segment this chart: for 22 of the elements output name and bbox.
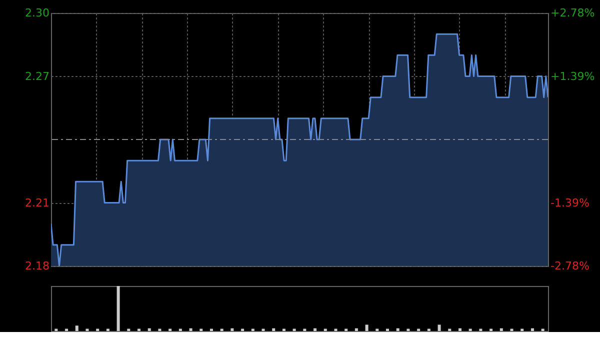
bar [438, 324, 441, 331]
y2-tick-label: -2.78% [550, 260, 590, 272]
y2-tick-label: +1.39% [550, 70, 595, 83]
bar [116, 286, 120, 331]
bar [189, 328, 192, 331]
bar [354, 328, 358, 331]
y2-tick-label: +2.78% [550, 6, 595, 20]
bar [530, 328, 534, 331]
bar [272, 328, 276, 331]
bar [230, 328, 234, 331]
y2-tick-label: -1.39% [550, 196, 590, 210]
bar [314, 328, 317, 331]
bar [396, 328, 400, 331]
bar [500, 328, 503, 331]
bar [458, 328, 462, 331]
y-tick-label: 2.27 [25, 70, 50, 83]
y-tick-label: 2.21 [25, 196, 50, 210]
y-tick-label: 2.30 [25, 6, 50, 20]
bar [148, 328, 151, 331]
bar [75, 326, 78, 331]
y-tick-label: 2.18 [25, 260, 50, 272]
bar [365, 324, 368, 331]
